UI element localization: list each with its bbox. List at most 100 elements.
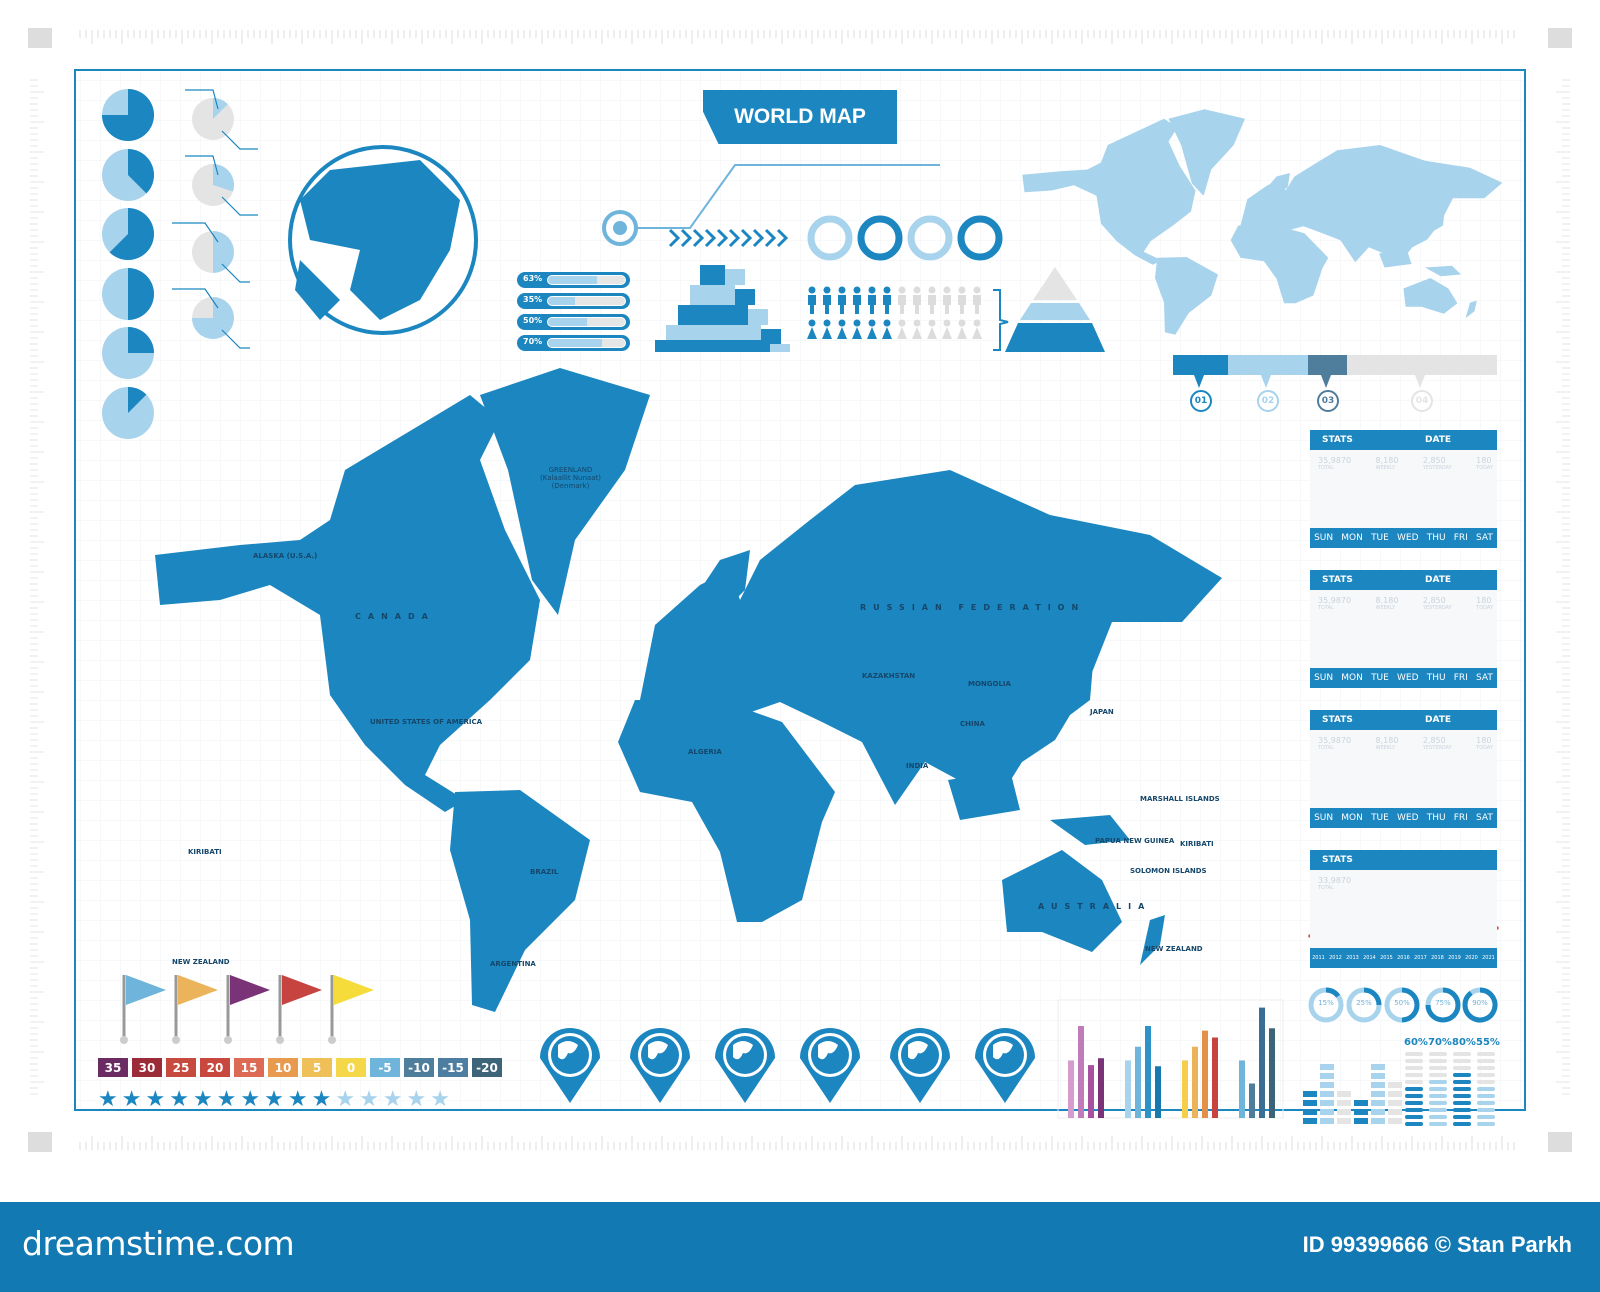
pyramid-step-side [725,269,745,285]
person-body [973,295,981,314]
stats-panel[interactable]: STATS 33,9870 TOTAL 2011 2012 2013 2014 2015 201… [1310,850,1497,968]
map-label-png: PAPUA NEW GUINEA [1095,837,1175,845]
globe-land [648,1041,668,1060]
star-icon[interactable]: ★ [287,1087,308,1112]
map-label-japan: JAPAN [1090,708,1114,716]
star-icon[interactable]: ★ [335,1087,356,1112]
map-label-kiribati: KIRIBATI [1180,840,1214,848]
step-pointer [1415,375,1425,388]
year-label: 2016 [1397,955,1410,961]
star-icon[interactable]: ★ [145,1087,166,1112]
year-label: 2012 [1329,955,1342,961]
map-label-usa: UNITED STATES OF AMERICA [370,718,483,726]
equalizer-level [1405,1080,1423,1084]
progress-bar: 63% [517,272,630,288]
equalizer-percent: 80% [1452,1037,1476,1048]
progress-fill [548,297,575,305]
person-body [853,295,861,314]
year-label: 2021 [1482,955,1495,961]
equalizer-level [1405,1052,1423,1056]
stats-panel[interactable]: STATS DATE 35,9870 TOTAL 8,180 WEEKLY 2,850 YES… [1310,430,1497,548]
star-icon[interactable]: ★ [240,1087,261,1112]
equalizer-block [1371,1073,1385,1079]
star-icon[interactable]: ★ [264,1087,284,1112]
people-icons [807,286,982,339]
person-icon [853,319,861,327]
equalizer-block [1388,1109,1402,1115]
person-body [808,295,816,314]
donut-value [1401,987,1420,1023]
equalizer-block [1354,1109,1368,1115]
step-number-1[interactable]: 01 [1190,390,1212,412]
day-label: SUN [1314,673,1334,683]
map-label-canada: CANADA [355,612,435,621]
equalizer-level [1477,1066,1495,1070]
year-label: 2011 [1312,955,1325,961]
grouped-bar-chart [1057,999,1284,1119]
bar [1078,1026,1084,1118]
year-label: 2018 [1431,955,1444,961]
target-connector [602,164,940,246]
day-label: SAT [1476,673,1493,683]
step-number-2[interactable]: 02 [1257,390,1279,412]
equalizer-level [1453,1115,1471,1119]
equalizer-block [1388,1082,1402,1088]
star-icon[interactable]: ★ [98,1087,118,1112]
step-pointer [1261,375,1271,388]
person-body [897,327,907,339]
bar [1259,1007,1265,1118]
equalizer-level [1453,1073,1471,1077]
star-icon[interactable]: ★ [382,1087,403,1112]
equalizer-level [1429,1094,1447,1098]
star-rating[interactable]: ★ ★ ★ ★ ★ ★ ★ ★ ★ ★ ★ ★ ★ ★ ★ [98,1088,450,1112]
progress-label: 70% [523,337,543,346]
progress-bar: 35% [517,293,630,309]
equalizer-level [1453,1094,1471,1098]
equalizer-level [1453,1108,1471,1112]
person-body [882,327,892,339]
equalizer-percent: 60% [1404,1037,1428,1048]
year-label: 2020 [1465,955,1478,961]
star-icon[interactable]: ★ [311,1087,332,1112]
stats-panel[interactable]: STATS DATE 35,9870 TOTAL 8,180 WEEKLY 2,850 YES… [1310,710,1497,828]
equalizer-level [1429,1122,1447,1126]
equalizer-block [1388,1091,1402,1097]
callout-line [221,130,258,150]
star-icon[interactable]: ★ [406,1087,427,1112]
stat-value: 2,850 YESTERDAY [1422,456,1452,471]
map-label-kiribati-west: KIRIBATI [188,848,222,856]
star-icon[interactable]: ★ [121,1087,142,1112]
brand-logo[interactable]: dreamstime.com [22,1224,295,1263]
callout-pies [172,89,258,349]
equalizer-block [1320,1082,1334,1088]
star-icon[interactable]: ★ [216,1087,237,1112]
step-number-4[interactable]: 04 [1411,390,1433,412]
equalizer-level [1429,1066,1447,1070]
day-label: SUN [1314,533,1334,543]
chevron-icon [704,228,717,248]
temperature-swatch: 15 [234,1058,264,1077]
day-label: MON [1341,813,1363,823]
star-icon[interactable]: ★ [192,1087,213,1112]
map-label-new-zealand: NEW ZEALAND [1145,945,1203,953]
step-number-3[interactable]: 03 [1317,390,1339,412]
person-body [868,295,876,314]
star-icon[interactable]: ★ [169,1087,189,1112]
stats-panel[interactable]: STATS DATE 35,9870 TOTAL 8,180 WEEKLY 2,850 YES… [1310,570,1497,688]
person-body [912,327,922,339]
person-icon [823,319,831,327]
day-label: FRI [1453,813,1468,823]
star-icon[interactable]: ★ [430,1087,451,1112]
equalizer-block [1320,1100,1334,1106]
stat-value: 2,850 YESTERDAY [1422,736,1452,751]
person-body [898,295,906,314]
percent-donuts [1308,987,1498,1023]
day-label: MON [1341,533,1363,543]
map-label-brazil: BRAZIL [530,868,559,876]
star-icon[interactable]: ★ [359,1087,379,1112]
chevron-icon [692,228,705,248]
person-icon [973,286,981,294]
person-body [823,295,831,314]
day-label: TUE [1371,813,1389,823]
equalizer-level [1429,1059,1447,1063]
